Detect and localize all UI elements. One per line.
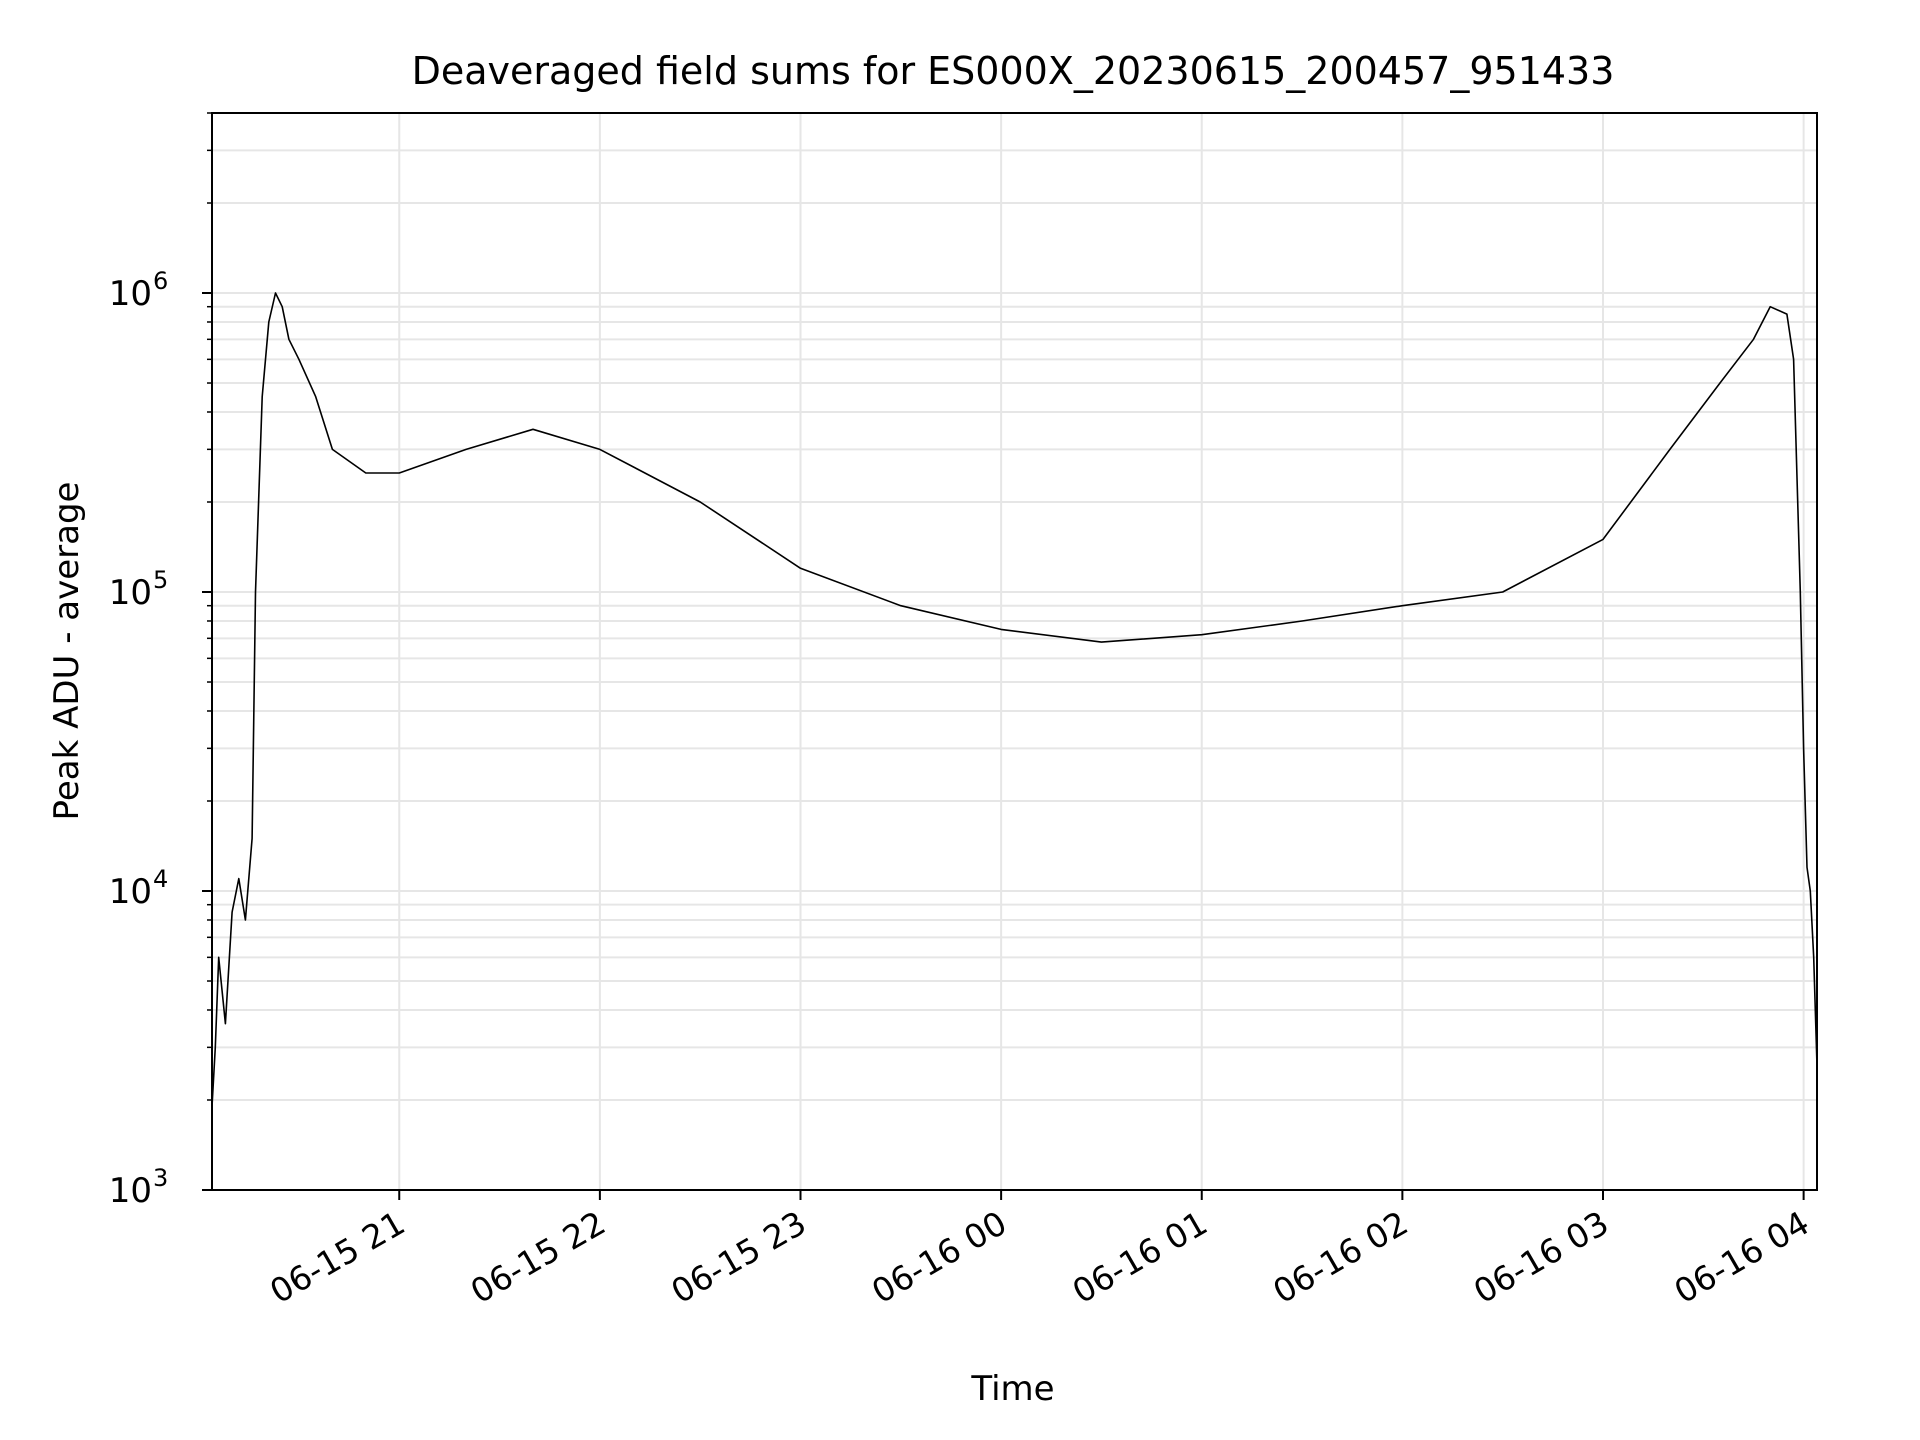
y-tick-exponent: 4 bbox=[153, 865, 168, 893]
grid bbox=[212, 112, 1817, 1191]
series-line bbox=[211, 292, 1818, 1107]
y-tick-exponent: 5 bbox=[153, 566, 168, 594]
chart-title: Deaveraged field sums for ES000X_2023061… bbox=[412, 49, 1615, 93]
y-tick-label: 10 bbox=[109, 274, 152, 314]
series-layer bbox=[211, 292, 1818, 1107]
y-tick-exponent: 6 bbox=[153, 267, 168, 295]
plot-frame bbox=[211, 112, 1818, 1191]
y-tick-label: 10 bbox=[109, 1171, 152, 1211]
y-axis-label: Peak ADU - average bbox=[47, 482, 87, 821]
x-axis-label: Time bbox=[970, 1369, 1054, 1409]
y-tick-label: 10 bbox=[109, 573, 152, 613]
y-tick-exponent: 3 bbox=[153, 1164, 168, 1192]
y-tick-label: 10 bbox=[109, 872, 152, 912]
